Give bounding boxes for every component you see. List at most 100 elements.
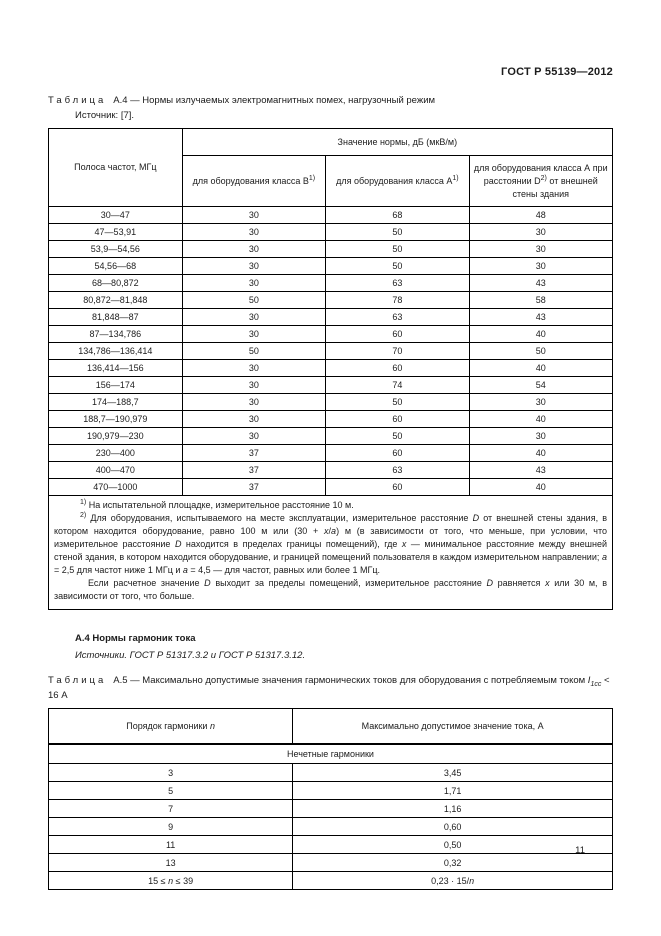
table-row: 47—53,91 30 50 30 bbox=[48, 223, 614, 241]
footnote-1: 1) На испытательной площадке, измеритель… bbox=[80, 499, 354, 510]
section-row-odd-harmonics: Нечетные гармоники bbox=[48, 743, 613, 764]
table-cell: 13 bbox=[47, 853, 294, 872]
table-cell: 190,979—230 bbox=[48, 427, 183, 445]
table-cell: 30 bbox=[181, 206, 327, 224]
table-a5-caption-word: Таблица bbox=[48, 675, 107, 686]
table-cell: 37 bbox=[181, 478, 327, 496]
table-row: 80,872—81,848 50 78 58 bbox=[48, 291, 614, 309]
table-row: 54,56—68 30 50 30 bbox=[48, 257, 614, 275]
col-header-norm-value: Значение нормы, дБ (мкВ/м) bbox=[181, 128, 614, 156]
table-cell: 5 bbox=[47, 781, 294, 800]
table-cell: 0,32 bbox=[292, 853, 613, 872]
table-cell: 50 bbox=[181, 291, 327, 309]
table-cell: 50 bbox=[468, 342, 614, 360]
footnote-cell: 1) На испытательной площадке, измеритель… bbox=[48, 495, 613, 610]
table-cell: 54 bbox=[468, 376, 614, 394]
table-cell: 134,786—136,414 bbox=[48, 342, 183, 360]
table-a5-caption: Таблица А.5 — Максимально допустимые знач… bbox=[48, 673, 613, 703]
table-cell: 50 bbox=[325, 393, 470, 411]
doc-number: ГОСТ Р 55139—2012 bbox=[501, 66, 613, 78]
table-cell: 81,848—87 bbox=[48, 308, 183, 326]
table-cell: 80,872—81,848 bbox=[48, 291, 183, 309]
table-cell: 30 bbox=[181, 240, 327, 258]
table-cell: 50 bbox=[181, 342, 327, 360]
table-cell: 0,23 · 15/n bbox=[292, 871, 613, 890]
footnote-2-paragraph-2: Если расчетное значение D выходит за пре… bbox=[54, 578, 607, 601]
table-cell: 60 bbox=[325, 444, 470, 462]
table-cell: 68 bbox=[325, 206, 470, 224]
table-a4-header-row-2: для оборудования класса В1) для оборудов… bbox=[49, 155, 614, 207]
table-cell: 87—134,786 bbox=[48, 325, 183, 343]
table-row: 11 0,50 bbox=[47, 835, 613, 854]
table-cell: 30 bbox=[468, 223, 614, 241]
table-cell: 78 bbox=[325, 291, 470, 309]
table-row: 3 3,45 bbox=[47, 763, 613, 782]
table-row: 470—1000 37 60 40 bbox=[48, 478, 614, 496]
table-cell: 174—188,7 bbox=[48, 393, 183, 411]
footnote-row: 1) На испытательной площадке, измеритель… bbox=[48, 495, 613, 610]
table-cell: 30 bbox=[468, 257, 614, 275]
table-cell: 30—47 bbox=[48, 206, 183, 224]
table-row: 400—470 37 63 43 bbox=[48, 461, 614, 479]
table-cell: 37 bbox=[181, 444, 327, 462]
table-cell: 50 bbox=[325, 257, 470, 275]
table-row: 174—188,7 30 50 30 bbox=[48, 393, 614, 411]
table-cell: 230—400 bbox=[48, 444, 183, 462]
table-row: 81,848—87 30 63 43 bbox=[48, 308, 614, 326]
table-cell: 30 bbox=[181, 274, 327, 292]
table-a4-body: 30—47 30 68 48 47—53,91 30 50 30 53,9—54,56 30 50 3… bbox=[48, 206, 614, 496]
table-row: 9 0,60 bbox=[47, 817, 613, 836]
table-cell: 3 bbox=[47, 763, 294, 782]
table-row: 87—134,786 30 60 40 bbox=[48, 325, 614, 343]
table-cell: 1,16 bbox=[292, 799, 613, 818]
col-header-class-a-distance: для оборудования класса А при расстоянии… bbox=[468, 155, 614, 207]
table-cell: 3,45 bbox=[292, 763, 613, 782]
table-cell: 43 bbox=[468, 308, 614, 326]
table-a4-caption-text: А.4 — Нормы излучаемых электромагнитных … bbox=[113, 95, 436, 106]
table-a5: Порядок гармоники n Максимально допустим… bbox=[47, 708, 613, 890]
table-row: 188,7—190,979 30 60 40 bbox=[48, 410, 614, 428]
table-cell: 30 bbox=[181, 223, 327, 241]
table-row: 190,979—230 30 50 30 bbox=[48, 427, 614, 445]
table-cell: 50 bbox=[325, 240, 470, 258]
table-cell: 63 bbox=[325, 461, 470, 479]
table-a5-body: Нечетные гармоники 3 3,45 5 1,71 7 1,16 9 0,60 1… bbox=[47, 743, 613, 890]
table-cell: 7 bbox=[47, 799, 294, 818]
table-cell: 30 bbox=[181, 376, 327, 394]
table-row: 230—400 37 60 40 bbox=[48, 444, 614, 462]
table-cell: 30 bbox=[181, 308, 327, 326]
table-cell: 0,60 bbox=[292, 817, 613, 836]
table-cell: 68—80,872 bbox=[48, 274, 183, 292]
table-row: 134,786—136,414 50 70 50 bbox=[48, 342, 614, 360]
table-row: 53,9—54,56 30 50 30 bbox=[48, 240, 614, 258]
table-a5-head: Порядок гармоники n Максимально допустим… bbox=[47, 708, 613, 745]
table-cell: 60 bbox=[325, 478, 470, 496]
table-cell: 30 bbox=[468, 427, 614, 445]
table-cell: 400—470 bbox=[48, 461, 183, 479]
table-cell: 30 bbox=[181, 427, 327, 445]
table-cell: 40 bbox=[468, 410, 614, 428]
table-cell: 30 bbox=[468, 393, 614, 411]
col-header-frequency-band: Полоса частот, МГц bbox=[48, 128, 183, 207]
table-cell: 15 ≤ n ≤ 39 bbox=[47, 871, 294, 890]
col-header-class-a: для оборудования класса А1) bbox=[325, 155, 470, 207]
table-cell: 37 bbox=[181, 461, 327, 479]
table-cell: 43 bbox=[468, 461, 614, 479]
table-a4-head: Полоса частот, МГц Значение нормы, дБ (м… bbox=[48, 128, 614, 207]
table-cell: 9 bbox=[47, 817, 294, 836]
table-row: 5 1,71 bbox=[47, 781, 613, 800]
footnote-2: 2) Для оборудования, испытываемого на ме… bbox=[54, 512, 607, 575]
table-cell: 60 bbox=[325, 410, 470, 428]
section-row-label: Нечетные гармоники bbox=[48, 743, 613, 764]
table-cell: 1,71 bbox=[292, 781, 613, 800]
table-cell: 30 bbox=[468, 240, 614, 258]
table-cell: 60 bbox=[325, 359, 470, 377]
table-cell: 0,50 bbox=[292, 835, 613, 854]
table-a4-caption: Таблица А.4 — Нормы излучаемых электромаг… bbox=[48, 94, 613, 108]
table-cell: 30 bbox=[181, 393, 327, 411]
table-cell: 63 bbox=[325, 274, 470, 292]
table-cell: 43 bbox=[468, 274, 614, 292]
table-cell: 63 bbox=[325, 308, 470, 326]
col-header-class-b: для оборудования класса В1) bbox=[181, 155, 327, 207]
